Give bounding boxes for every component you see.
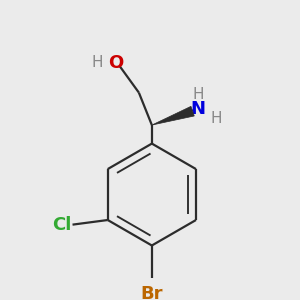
Text: Cl: Cl — [52, 216, 71, 234]
Text: Br: Br — [141, 285, 163, 300]
Text: H: H — [92, 56, 103, 70]
Text: N: N — [191, 100, 206, 118]
Text: H: H — [192, 87, 204, 102]
Text: H: H — [211, 111, 222, 126]
Text: O: O — [108, 54, 123, 72]
Polygon shape — [152, 106, 194, 125]
